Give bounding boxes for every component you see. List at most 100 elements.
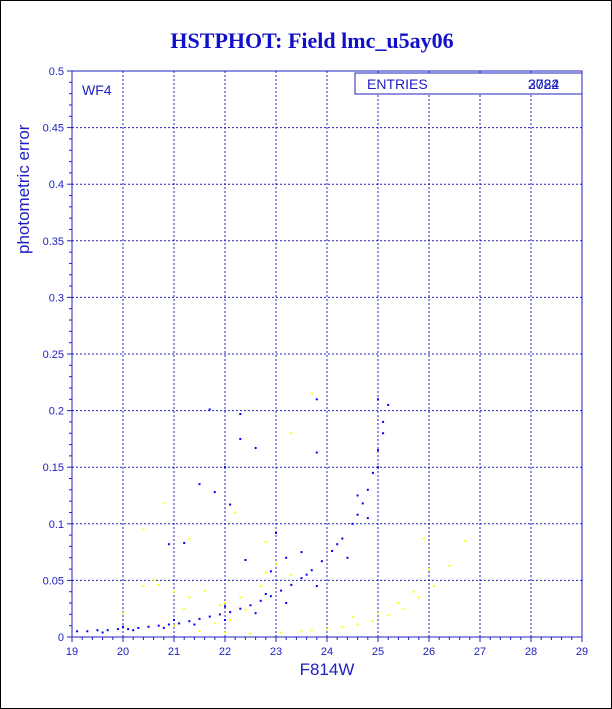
data-point-primary: [285, 556, 288, 559]
data-point-secondary: [290, 432, 293, 435]
data-point-secondary: [422, 537, 425, 540]
data-point-secondary: [402, 607, 405, 610]
data-point-primary: [167, 543, 170, 546]
data-point-secondary: [310, 629, 313, 632]
data-point-primary: [224, 619, 226, 621]
x-tick-label: 21: [168, 646, 180, 658]
y-tick-label: 0: [58, 632, 64, 644]
data-point-primary: [280, 589, 283, 592]
data-point-secondary: [290, 573, 293, 576]
data-point-primary: [239, 607, 242, 610]
data-point-primary: [285, 602, 288, 604]
data-point-primary: [361, 502, 364, 505]
data-point-primary: [377, 449, 379, 452]
data-point-primary: [382, 420, 385, 423]
data-point-secondary: [351, 615, 354, 618]
y-tick-label: 0.5: [49, 66, 64, 78]
data-point-secondary: [259, 585, 262, 588]
data-point-primary: [356, 513, 359, 516]
data-point-primary: [162, 626, 165, 629]
data-point-secondary: [341, 625, 344, 628]
data-point-secondary: [326, 628, 328, 631]
data-point-primary: [387, 403, 390, 406]
data-point-primary: [157, 624, 160, 627]
data-point-secondary: [428, 568, 430, 571]
data-point-primary: [331, 550, 334, 552]
data-point-secondary: [371, 620, 374, 623]
y-tick-label: 0.15: [43, 462, 64, 474]
chart-title: HSTPHOT: Field lmc_u5ay06: [170, 28, 453, 53]
data-point-secondary: [249, 632, 252, 635]
data-point-secondary: [188, 537, 191, 540]
data-point-primary: [96, 629, 99, 632]
data-point-primary: [178, 622, 181, 625]
data-point-primary: [198, 483, 201, 486]
data-point-secondary: [188, 596, 191, 599]
data-point-primary: [269, 595, 272, 598]
data-point-secondary: [356, 623, 359, 626]
y-axis-label: photometric error: [14, 124, 33, 254]
data-point-secondary: [264, 540, 267, 543]
data-point-primary: [300, 551, 303, 554]
data-point-secondary: [213, 622, 216, 625]
data-point-primary: [147, 625, 150, 628]
data-point-secondary: [157, 583, 160, 586]
y-tick-label: 0.05: [43, 575, 64, 587]
data-point-primary: [315, 398, 318, 401]
data-point-primary: [320, 560, 323, 563]
data-point-primary: [127, 628, 130, 631]
legend-label: ENTRIES: [367, 76, 428, 92]
data-point-primary: [305, 573, 308, 576]
y-tick-label: 0.2: [49, 406, 64, 418]
data-point-primary: [239, 437, 242, 440]
legend-frame: [354, 72, 583, 95]
legend-value-a: 3782: [528, 76, 559, 92]
x-tick-label: 26: [423, 646, 435, 658]
data-point-secondary: [412, 590, 415, 593]
data-point-secondary: [152, 579, 155, 582]
data-point-primary: [188, 620, 191, 623]
x-tick-label: 19: [66, 646, 78, 658]
x-tick-label: 20: [117, 646, 129, 658]
data-point-primary: [208, 408, 211, 411]
data-point-primary: [377, 398, 379, 401]
data-point-secondary: [218, 604, 221, 607]
data-point-primary: [224, 466, 226, 469]
x-axis-label: F814W: [300, 660, 355, 679]
data-point-primary: [229, 503, 232, 506]
data-point-primary: [275, 531, 277, 534]
data-point-primary: [346, 556, 349, 559]
data-point-primary: [377, 466, 379, 469]
data-point-secondary: [239, 596, 242, 599]
y-tick-label: 0.3: [49, 292, 64, 304]
x-axis-ticks: 19 20 21 22 23 24 25 26 27 28 29: [66, 637, 588, 658]
x-tick-label: 23: [270, 646, 282, 658]
data-point-secondary: [142, 585, 145, 588]
y-tick-label: 0.1: [49, 519, 64, 531]
data-point-primary: [290, 583, 293, 586]
grid: [72, 71, 582, 637]
data-point-secondary: [280, 631, 283, 634]
field-label: WF4: [82, 82, 112, 98]
data-point-secondary: [264, 571, 267, 574]
x-tick-label: 27: [474, 646, 486, 658]
data-point-primary: [76, 630, 79, 633]
x-tick-label: 29: [576, 646, 588, 658]
x-tick-label: 25: [372, 646, 384, 658]
data-point-primary: [259, 599, 262, 602]
data-point-secondary: [198, 630, 201, 633]
data-point-primary: [371, 471, 374, 474]
data-point-primary: [167, 623, 170, 626]
y-tick-label: 0.4: [49, 179, 64, 191]
data-point-primary: [315, 451, 318, 454]
data-point-secondary: [162, 502, 165, 505]
data-point-primary: [336, 543, 339, 546]
data-point-secondary: [397, 602, 400, 604]
data-point-primary: [249, 604, 252, 607]
data-point-secondary: [433, 585, 436, 588]
data-point-primary: [213, 491, 216, 494]
data-point-secondary: [310, 392, 313, 395]
data-point-primary: [106, 629, 109, 632]
data-point-secondary: [448, 564, 451, 567]
